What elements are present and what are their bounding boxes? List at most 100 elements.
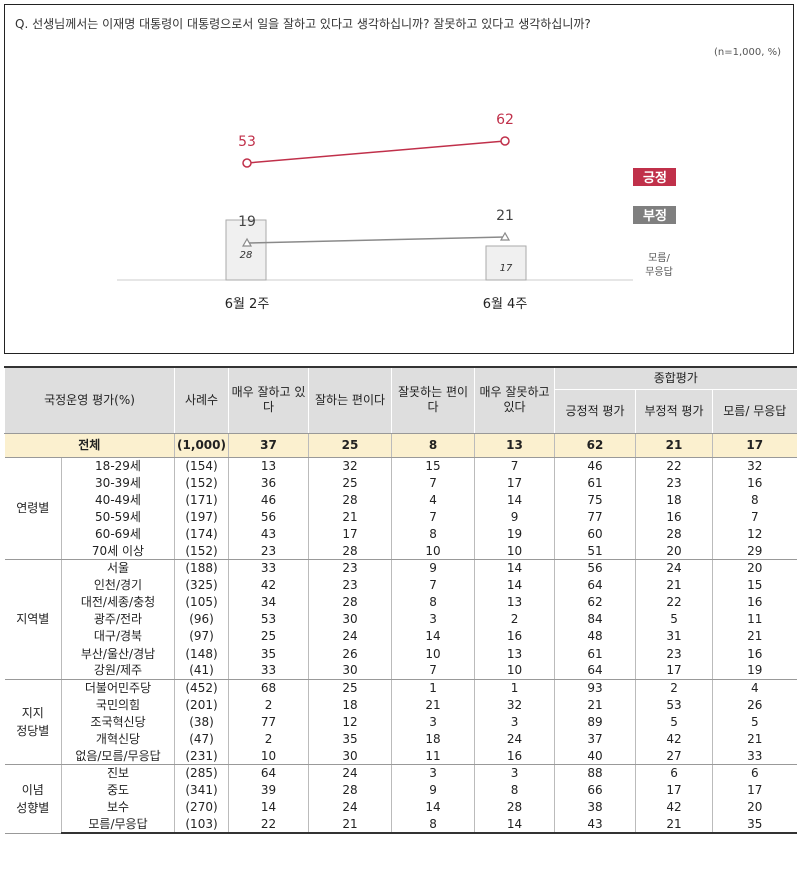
table-row: 30-39세 (152) 36 25 7 17 61 23 16 [5, 474, 797, 492]
group-label: 지역별 [4, 559, 62, 680]
cell-bad: 10 [391, 542, 475, 561]
legend-positive-label: 긍정 [643, 170, 667, 186]
cell-very-good: 33 [228, 559, 309, 577]
cell-good: 30 [308, 662, 392, 680]
cell-good: 24 [308, 764, 392, 782]
cell-good: 28 [308, 781, 392, 799]
cell-very-good: 36 [228, 474, 309, 492]
row-label: 서울 [60, 559, 175, 577]
row-label: 대구/경북 [93, 629, 143, 644]
row-label: 70세 이상 [61, 542, 175, 561]
header-positive: 긍정적 평가 [554, 389, 636, 434]
cell-positive: 62 [554, 593, 636, 611]
cell-bad: 1 [391, 679, 475, 697]
cell-bad: 3 [391, 610, 475, 628]
cell-good: 26 [308, 645, 392, 663]
cell-very-good: 68 [228, 679, 309, 697]
table-row: 부산/울산/경남 (148) 35 26 10 13 61 23 16 [5, 645, 797, 663]
cell-positive: 62 [554, 432, 636, 458]
row-label: 인천/경기 [93, 578, 143, 593]
cell-good: 23 [308, 559, 392, 577]
row-label: 조국혁신당 [90, 714, 146, 729]
point-positive [242, 158, 252, 168]
cell-very-bad: 32 [474, 696, 555, 714]
cell-positive: 51 [554, 542, 636, 561]
cell-bad: 14 [391, 627, 475, 646]
cell-positive: 38 [554, 798, 636, 816]
cell-negative: 28 [635, 525, 713, 543]
cell-sample: (325) [174, 576, 229, 594]
cell-sample: (188) [174, 559, 229, 577]
row-label: 없음/모름/무응답 [61, 747, 175, 766]
row-label: 강원/제주 [61, 662, 175, 680]
cell-sample: (41) [174, 662, 229, 680]
cell-very-good: 25 [228, 627, 309, 646]
cell-bad: 9 [391, 559, 475, 577]
cell-very-bad: 10 [474, 662, 555, 680]
cell-positive: 61 [554, 474, 636, 492]
cell-negative: 2 [635, 679, 713, 697]
cell-bad: 15 [391, 457, 475, 475]
header-category: 국정운영 평가(%) [3, 366, 175, 434]
cell-dontknow: 16 [712, 593, 797, 611]
cell-negative: 5 [635, 610, 713, 628]
row-label: 진보 [60, 764, 175, 782]
cell-very-good: 23 [228, 542, 309, 561]
cell-bad: 7 [391, 474, 475, 492]
cell-positive: 40 [554, 747, 636, 766]
cell-negative: 21 [635, 432, 713, 458]
cell-bad: 7 [391, 662, 475, 680]
data-label: 53 [238, 134, 256, 150]
cell-dontknow: 15 [712, 576, 797, 594]
cell-good: 23 [308, 576, 392, 594]
cell-very-good: 33 [228, 662, 309, 680]
cell-sample: (174) [174, 525, 229, 543]
cell-sample: (197) [174, 508, 229, 526]
table-row: 지지 정당별 더불어민주당 (452) 68 25 1 1 93 2 4 [4, 679, 797, 766]
cell-dontknow: 17 [712, 781, 797, 799]
row-label: 40-49세 [95, 492, 141, 507]
cell-very-bad: 1 [474, 679, 555, 697]
cell-dontknow: 26 [712, 696, 797, 714]
series-line-positive [246, 140, 506, 164]
cell-sample: (97) [174, 627, 229, 646]
results-table: 국정운영 평가(%) 사례수 매우 잘하고 있다 잘하는 편이다 잘못하는 편이… [3, 366, 797, 835]
series-line-negative [246, 236, 506, 244]
cell-positive: 93 [554, 679, 636, 697]
cell-negative: 42 [635, 798, 713, 816]
table-row: 광주/전라 (96) 53 30 3 2 84 5 11 [5, 610, 797, 628]
table-row: 대구/경북 (97) 25 24 14 16 48 31 21 [5, 627, 797, 646]
row-label: 더불어민주당 [60, 679, 175, 697]
cell-very-bad: 16 [474, 747, 555, 766]
cell-very-good: 37 [228, 432, 309, 458]
x-tick-label: 6월 2주 [225, 297, 270, 312]
cell-very-good: 10 [228, 747, 309, 766]
cell-very-good: 39 [228, 781, 309, 799]
cell-negative: 23 [635, 645, 713, 663]
cell-good: 12 [308, 713, 392, 731]
cell-positive: 48 [554, 627, 636, 646]
cell-bad: 4 [391, 491, 475, 509]
cell-bad: 7 [391, 576, 475, 594]
cell-very-bad: 13 [474, 432, 555, 458]
header-dontknow: 모름/ 무응답 [712, 389, 797, 434]
row-label: 전체 [4, 432, 175, 458]
cell-very-bad: 10 [474, 542, 555, 561]
header-bad: 잘못하는 편이다 [391, 366, 475, 434]
header-very-good: 매우 잘하고 있다 [228, 366, 309, 434]
cell-negative: 6 [635, 764, 713, 782]
cell-very-good: 43 [228, 525, 309, 543]
cell-dontknow: 12 [712, 525, 797, 543]
cell-bad: 3 [391, 713, 475, 731]
table-row-total: 전체 (1,000) 37 25 8 13 62 21 17 [4, 432, 797, 458]
cell-negative: 31 [635, 627, 713, 646]
cell-very-bad: 13 [474, 645, 555, 663]
cell-positive: 43 [554, 815, 636, 835]
cell-sample: (96) [174, 610, 229, 628]
cell-bad: 8 [391, 815, 475, 835]
chart-panel: Q. 선생님께서는 이재명 대통령이 대통령으로서 일을 잘하고 있다고 생각하… [4, 4, 794, 354]
cell-negative: 53 [635, 696, 713, 714]
row-label: 60-69세 [95, 526, 141, 541]
table-row: 50-59세 (197) 56 21 7 9 77 16 7 [5, 508, 797, 526]
